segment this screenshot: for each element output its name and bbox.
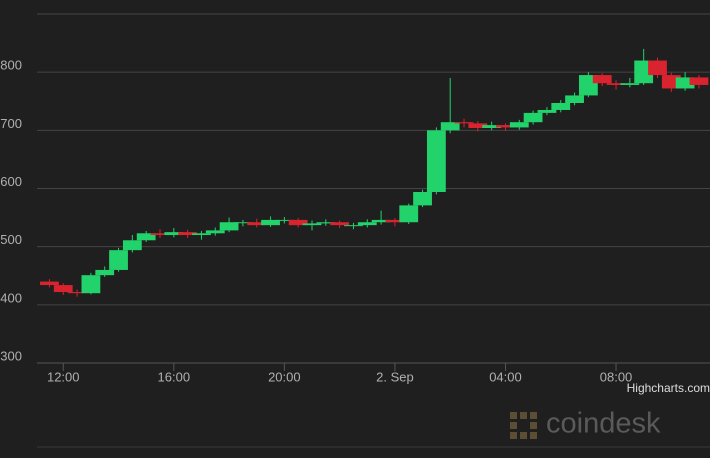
candle-body bbox=[288, 219, 308, 226]
candle-body bbox=[385, 219, 405, 223]
y-tick-label: 400 bbox=[0, 290, 22, 305]
candle-body bbox=[316, 222, 336, 224]
y-tick-label: 300 bbox=[0, 348, 22, 363]
candle-body bbox=[620, 83, 640, 85]
candle-body bbox=[399, 205, 419, 223]
x-tick-label: 2. Sep bbox=[376, 369, 414, 384]
candle-body bbox=[178, 232, 198, 236]
candle-body bbox=[219, 222, 239, 231]
candle-body bbox=[233, 222, 253, 224]
candle-body bbox=[468, 123, 488, 129]
x-tick-label: 16:00 bbox=[158, 369, 191, 384]
candle-body bbox=[426, 130, 446, 192]
watermark: coindesk bbox=[546, 408, 661, 440]
candle-body bbox=[357, 222, 377, 226]
candle-body bbox=[648, 60, 667, 76]
candle-body bbox=[261, 219, 280, 226]
candle-body bbox=[496, 125, 515, 128]
candle-body bbox=[122, 240, 142, 251]
candle-body bbox=[592, 75, 612, 84]
y-tick-label: 500 bbox=[0, 232, 22, 247]
candle-body bbox=[689, 77, 709, 85]
candle-body bbox=[413, 191, 432, 206]
x-tick-label: 04:00 bbox=[489, 369, 522, 384]
candle-body bbox=[247, 222, 267, 226]
candle-body bbox=[95, 269, 115, 276]
candle-body bbox=[150, 233, 170, 236]
watermark-logo bbox=[510, 412, 537, 439]
credits[interactable]: Highcharts.com bbox=[627, 381, 710, 395]
candle-body bbox=[302, 223, 322, 226]
candle-body bbox=[164, 232, 184, 236]
x-tick-label: 08:00 bbox=[600, 369, 633, 384]
candle-body bbox=[67, 292, 87, 294]
candle-body bbox=[565, 95, 584, 103]
candle-body bbox=[482, 125, 502, 129]
candle-body bbox=[344, 225, 363, 227]
candle-body bbox=[440, 122, 460, 131]
y-tick-label: 600 bbox=[0, 174, 22, 189]
candle-body bbox=[53, 285, 73, 293]
candle-body bbox=[40, 281, 59, 286]
candle-body bbox=[136, 233, 156, 241]
candle-body bbox=[537, 109, 557, 113]
x-tick-label: 20:00 bbox=[268, 369, 301, 384]
candle-body bbox=[109, 250, 128, 270]
y-tick-label: 700 bbox=[0, 116, 22, 131]
candle-body bbox=[523, 112, 543, 123]
candle-body bbox=[330, 222, 350, 226]
candle-body bbox=[205, 230, 225, 234]
x-tick-label: 12:00 bbox=[47, 369, 80, 384]
y-tick-label: 800 bbox=[0, 58, 22, 73]
candle-body bbox=[274, 219, 294, 221]
candle-body bbox=[551, 102, 571, 110]
candle-body bbox=[371, 219, 391, 223]
candle-body bbox=[675, 77, 695, 89]
candle-body bbox=[509, 122, 529, 128]
candle-body bbox=[192, 233, 211, 236]
candle-body bbox=[81, 275, 101, 294]
candle-body bbox=[606, 83, 626, 85]
candle-body bbox=[454, 122, 474, 124]
